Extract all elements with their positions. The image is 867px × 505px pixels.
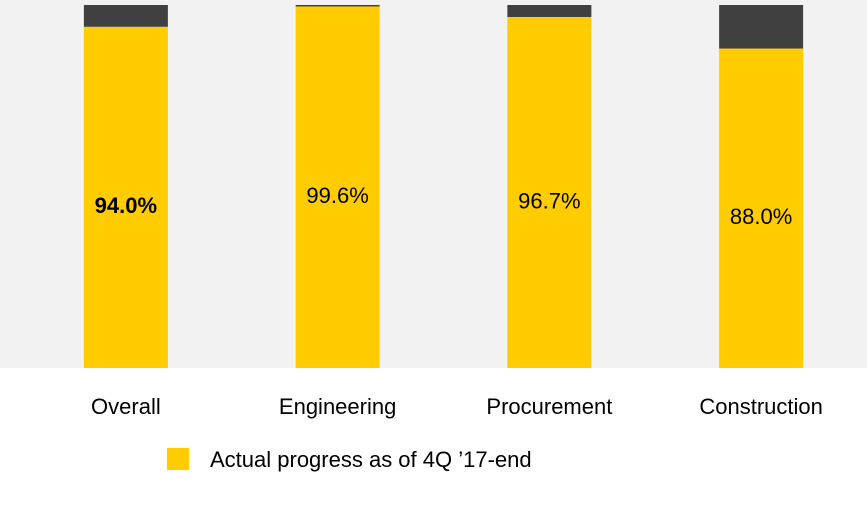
legend-label: Actual progress as of 4Q ’17-end <box>210 447 532 472</box>
bar-segment <box>83 5 168 27</box>
bar-segment <box>83 26 168 369</box>
x-tick-label: Procurement <box>486 394 612 419</box>
value-label: 94.0% <box>95 193 157 218</box>
x-tick-label: Construction <box>699 394 823 419</box>
bar-segment <box>295 6 380 369</box>
bar-segment <box>719 5 804 49</box>
value-label: 96.7% <box>518 188 580 213</box>
bar-segment <box>507 5 592 17</box>
value-label: 99.6% <box>306 183 368 208</box>
legend-swatch <box>167 448 189 470</box>
bar-segment <box>719 48 804 369</box>
x-tick-label: Engineering <box>279 394 396 419</box>
bar-segment <box>507 16 592 368</box>
x-tick-label: Overall <box>91 394 161 419</box>
bar-segment <box>295 5 380 7</box>
value-label: 88.0% <box>730 204 792 229</box>
